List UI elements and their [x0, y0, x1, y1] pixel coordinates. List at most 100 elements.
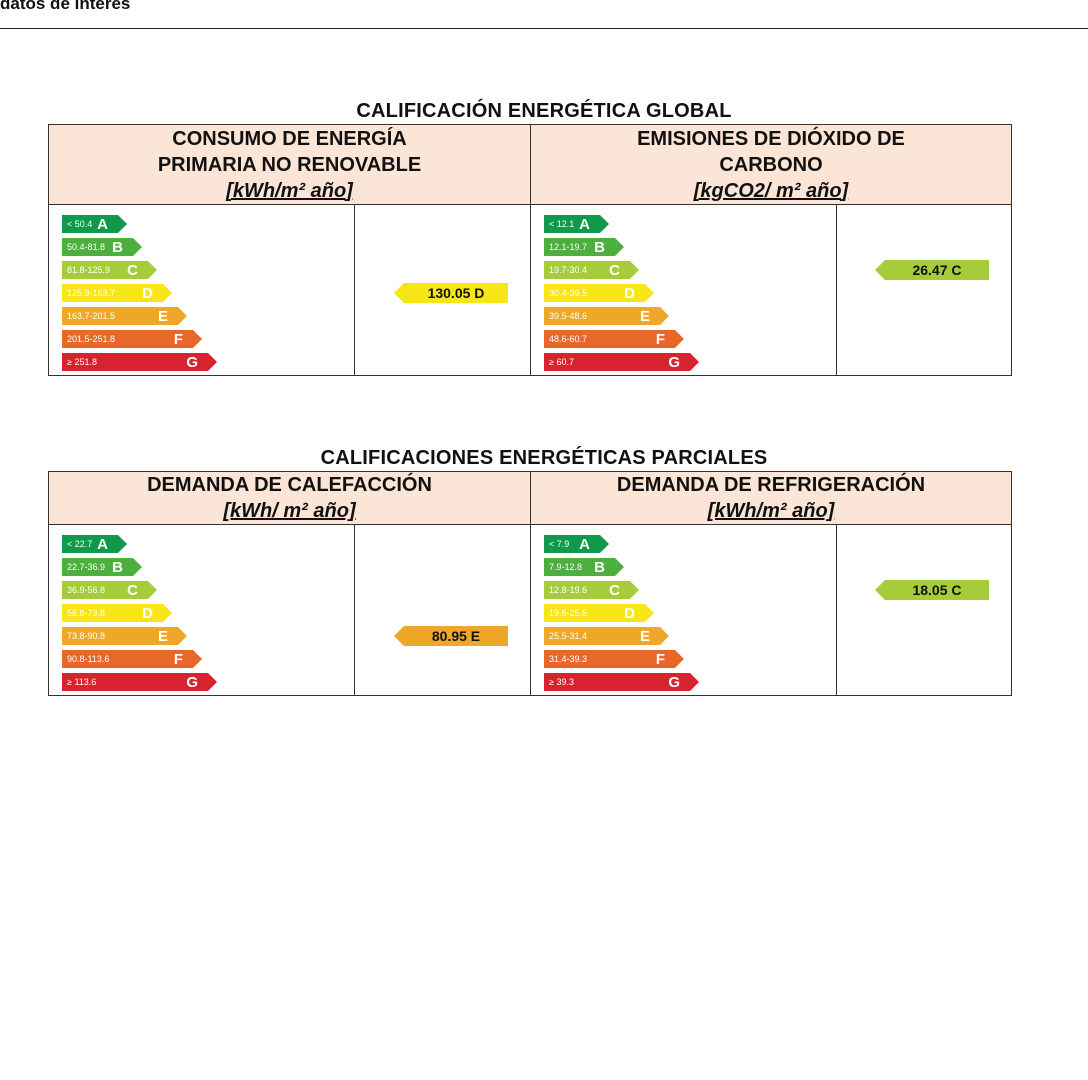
scale-bar-c: 81.8-125.9 C — [62, 261, 157, 279]
scale-letter: D — [142, 284, 153, 302]
rating-value-cell: 130.05 D — [355, 205, 530, 375]
global-rating-table: CONSUMO DE ENERGÍA PRIMARIA NO RENOVABLE… — [48, 124, 1012, 376]
co2-emissions-rating: < 12.1 A 12.1-19.7 B 19.7-30.4 C 30.4-39.5 D 39.… — [530, 205, 1011, 375]
scale-letter: E — [639, 627, 650, 645]
scale-bar-e: 25.5-31.4 E — [544, 627, 669, 645]
rating-marker: 26.47 C — [875, 260, 989, 280]
scale-range-label: 48.6-60.7 — [549, 334, 588, 344]
scale-range-label: 25.5-31.4 — [549, 631, 588, 641]
global-table-header: CONSUMO DE ENERGÍA PRIMARIA NO RENOVABLE… — [49, 125, 1011, 205]
scale-bar-a: < 50.4 A — [62, 215, 127, 233]
scale-letter: C — [609, 581, 620, 599]
partial-rating-table: DEMANDA DE CALEFACCIÓN [kWh/ m² año] DEM… — [48, 471, 1012, 696]
scale-bar-c: 12.8-19.6 C — [544, 581, 639, 599]
scale-range-label: 36.9-56.8 — [67, 585, 106, 595]
scale-letter: F — [173, 330, 183, 348]
co2-heading-line2: CARBONO — [719, 153, 823, 176]
scale-range-label: 90.8-113.6 — [67, 654, 110, 664]
primary-energy-unit: [kWh/m² año] — [226, 179, 353, 202]
scale-letter: D — [624, 604, 635, 622]
scale-range-label: ≥ 60.7 — [549, 357, 574, 367]
scale-range-label: 56.8-73.8 — [67, 608, 106, 618]
co2-unit: [kgCO2/ m² año] — [693, 179, 849, 202]
energy-scale: < 50.4 A 50.4-81.8 B 81.8-125.9 C 125.9-163.7 D… — [49, 205, 355, 375]
heating-heading: DEMANDA DE CALEFACCIÓN — [147, 474, 432, 496]
scale-letter: A — [97, 215, 108, 233]
page-header: datos de interés — [0, 0, 131, 13]
rating-value-cell: 26.47 C — [837, 205, 1011, 375]
scale-letter: C — [609, 261, 620, 279]
scale-letter: G — [186, 673, 198, 691]
scale-range-label: < 7.9 — [549, 539, 570, 549]
partial-section-title: CALIFICACIONES ENERGÉTICAS PARCIALES — [320, 447, 768, 469]
scale-letter: G — [668, 353, 680, 371]
scale-bar-a: < 22.7 A — [62, 535, 127, 553]
primary-energy-header: CONSUMO DE ENERGÍA PRIMARIA NO RENOVABLE… — [49, 125, 530, 204]
scale-range-label: < 50.4 — [67, 219, 93, 229]
rating-marker: 18.05 C — [875, 580, 989, 600]
scale-range-label: ≥ 39.3 — [549, 677, 574, 687]
global-section-title: CALIFICACIÓN ENERGÉTICA GLOBAL — [356, 100, 732, 122]
scale-letter: D — [624, 284, 635, 302]
scale-bar-g: ≥ 113.6 G — [62, 673, 217, 691]
scale-bar-f: 201.5-251.8 F — [62, 330, 202, 348]
scale-range-label: 22.7-36.9 — [67, 562, 106, 572]
scale-range-label: < 22.7 — [67, 539, 93, 549]
scale-letter: A — [579, 215, 590, 233]
scale-letter: E — [157, 627, 168, 645]
scale-range-label: ≥ 113.6 — [67, 677, 97, 687]
scale-bar-d: 56.8-73.8 D — [62, 604, 172, 622]
energy-scale: < 12.1 A 12.1-19.7 B 19.7-30.4 C 30.4-39.5 D 39.… — [531, 205, 837, 375]
scale-letter: B — [112, 558, 123, 576]
scale-range-label: 125.9-163.7 — [67, 288, 116, 298]
scale-range-label: 39.5-48.6 — [549, 311, 588, 321]
scale-letter: G — [668, 673, 680, 691]
primary-energy-heading-line2: PRIMARIA NO RENOVABLE — [157, 153, 422, 176]
scale-letter: F — [655, 330, 665, 348]
scale-letter: F — [655, 650, 665, 668]
scale-letter: E — [157, 307, 168, 325]
cooling-demand-header: DEMANDA DE REFRIGERACIÓN [kWh/m² año] — [530, 472, 1011, 524]
co2-heading-line1: EMISIONES DE DIÓXIDO DE — [637, 127, 905, 150]
heating-unit: [kWh/ m² año] — [223, 500, 356, 522]
scale-bar-d: 30.4-39.5 D — [544, 284, 654, 302]
scale-bar-b: 22.7-36.9 B — [62, 558, 142, 576]
scale-letter: E — [639, 307, 650, 325]
scale-range-label: < 12.1 — [549, 219, 575, 229]
scale-range-label: 12.1-19.7 — [549, 242, 588, 252]
scale-letter: F — [173, 650, 183, 668]
scale-range-label: 19.6-25.5 — [549, 608, 588, 618]
scale-bar-f: 31.4-39.3 F — [544, 650, 684, 668]
scale-letter: C — [127, 581, 138, 599]
partial-table-header: DEMANDA DE CALEFACCIÓN [kWh/ m² año] DEM… — [49, 472, 1011, 525]
cooling-demand-rating: < 7.9 A 7.9-12.8 B 12.8-19.6 C 19.6-25.5 D 25.5-… — [530, 525, 1011, 695]
scale-range-label: 50.4-81.8 — [67, 242, 106, 252]
scale-bar-c: 36.9-56.8 C — [62, 581, 157, 599]
primary-energy-heading-line1: CONSUMO DE ENERGÍA — [172, 127, 407, 150]
scale-bar-g: ≥ 251.8 G — [62, 353, 217, 371]
scale-letter: B — [594, 558, 605, 576]
scale-letter: D — [142, 604, 153, 622]
energy-scale: < 22.7 A 22.7-36.9 B 36.9-56.8 C 56.8-73.8 D 73.… — [49, 525, 355, 695]
scale-letter: B — [594, 238, 605, 256]
scale-bar-b: 7.9-12.8 B — [544, 558, 624, 576]
scale-bar-d: 19.6-25.5 D — [544, 604, 654, 622]
scale-letter: C — [127, 261, 138, 279]
scale-bar-c: 19.7-30.4 C — [544, 261, 639, 279]
scale-range-label: 12.8-19.6 — [549, 585, 588, 595]
scale-range-label: 81.8-125.9 — [67, 265, 111, 275]
scale-bar-e: 39.5-48.6 E — [544, 307, 669, 325]
scale-range-label: 163.7-201.5 — [67, 311, 116, 321]
scale-bar-b: 12.1-19.7 B — [544, 238, 624, 256]
scale-bar-a: < 7.9 A — [544, 535, 609, 553]
scale-letter: A — [579, 535, 590, 553]
scale-range-label: ≥ 251.8 — [67, 357, 97, 367]
rating-value-cell: 18.05 C — [837, 525, 1011, 695]
heating-demand-header: DEMANDA DE CALEFACCIÓN [kWh/ m² año] — [49, 472, 530, 524]
scale-bar-d: 125.9-163.7 D — [62, 284, 172, 302]
scale-bar-e: 73.8-90.8 E — [62, 627, 187, 645]
scale-range-label: 30.4-39.5 — [549, 288, 588, 298]
scale-letter: A — [97, 535, 108, 553]
cooling-unit: [kWh/m² año] — [707, 500, 835, 522]
co2-emissions-header: EMISIONES DE DIÓXIDO DE CARBONO [kgCO2/ … — [530, 125, 1011, 204]
